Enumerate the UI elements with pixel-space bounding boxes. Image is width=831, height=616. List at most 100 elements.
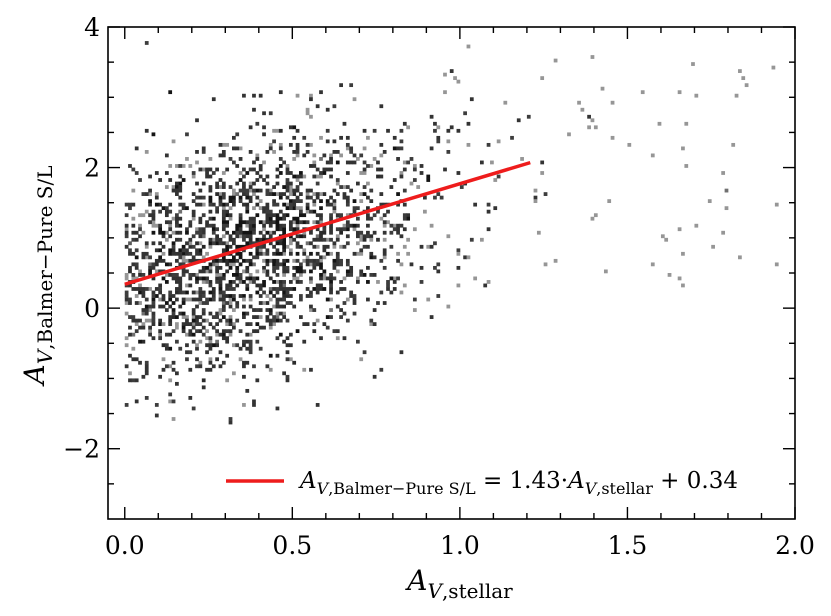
hist-bin — [124, 311, 129, 316]
hist-bin — [225, 322, 230, 327]
hist-bin — [399, 139, 404, 144]
hist-bin — [188, 244, 193, 249]
hist-bin — [412, 227, 417, 232]
hist-bin — [201, 280, 206, 284]
hist-bin — [258, 325, 263, 330]
hist-bin — [315, 283, 320, 288]
hist-bin — [218, 202, 223, 207]
hist-bin — [154, 262, 159, 267]
hist-bin — [195, 357, 199, 362]
hist-bin — [278, 318, 283, 323]
hist-bin — [134, 248, 139, 253]
hist-bin — [402, 121, 407, 126]
hist-bin — [349, 290, 354, 295]
hist-bin — [305, 294, 310, 298]
hist-bin — [131, 287, 136, 291]
hist-bin — [429, 315, 434, 319]
hist-bin — [603, 269, 608, 274]
hist-bin — [168, 251, 173, 256]
hist-bin — [268, 220, 273, 225]
hist-bin — [188, 220, 193, 225]
hist-bin — [392, 280, 397, 284]
hist-bin — [329, 160, 333, 165]
hist-bin — [262, 160, 266, 165]
hist-bin — [195, 118, 199, 123]
hist-bin — [275, 174, 280, 179]
hist-bin — [198, 195, 203, 200]
hist-bin — [503, 100, 508, 105]
hist-bin — [232, 241, 236, 246]
hist-bin — [275, 280, 280, 284]
hist-bin — [201, 269, 206, 274]
hist-bin — [369, 273, 374, 277]
hist-bin — [248, 280, 253, 284]
hist-bin — [255, 213, 260, 218]
hist-bin — [486, 227, 491, 232]
hist-bin — [201, 325, 206, 330]
hist-bin — [201, 195, 206, 200]
hist-bin — [386, 128, 390, 133]
hist-bin — [329, 213, 333, 218]
hist-bin — [349, 188, 354, 193]
hist-bin — [185, 230, 189, 235]
hist-bin — [312, 199, 317, 204]
hist-bin — [265, 150, 270, 154]
hist-bin — [245, 265, 250, 270]
hist-bin — [319, 287, 323, 291]
hist-bin — [195, 304, 199, 309]
hist-bin — [158, 336, 163, 341]
hist-bin — [201, 332, 206, 337]
hist-bin — [486, 209, 491, 214]
hist-bin — [238, 234, 243, 239]
hist-bin — [319, 262, 323, 267]
hist-bin — [181, 258, 186, 263]
hist-bin — [168, 332, 173, 337]
hist-bin — [319, 213, 323, 218]
hist-bin — [175, 223, 179, 228]
hist-bin — [134, 230, 139, 235]
hist-bin — [232, 160, 236, 165]
hist-bin — [278, 332, 283, 337]
hist-bin — [268, 241, 273, 246]
hist-bin — [309, 269, 313, 274]
hist-bin — [322, 248, 327, 253]
hist-bin — [610, 135, 615, 140]
legend: AV,Balmer−Pure S/L = 1.43·AV,stellar + 0… — [226, 468, 738, 498]
hist-bin — [161, 258, 166, 263]
legend-label: AV,Balmer−Pure S/L = 1.43·AV,stellar + 0… — [298, 468, 738, 498]
hist-bin — [305, 322, 310, 327]
hist-bin — [335, 227, 340, 232]
hist-bin — [255, 276, 260, 281]
hist-bin — [128, 297, 132, 302]
hist-bin — [131, 202, 136, 207]
hist-bin — [215, 167, 219, 172]
hist-bin — [288, 301, 293, 305]
hist-bin — [124, 202, 129, 207]
hist-bin — [188, 237, 193, 242]
hist-bin — [201, 378, 206, 383]
hist-bin — [295, 280, 300, 284]
hist-bin — [466, 121, 471, 126]
hist-bin — [148, 332, 152, 337]
hist-bin — [141, 325, 146, 330]
hist-bin — [235, 146, 240, 151]
hist-bin — [272, 294, 276, 298]
hist-bin — [178, 230, 183, 235]
hist-bin — [278, 146, 283, 151]
hist-bin — [188, 283, 193, 288]
hist-bin — [359, 234, 364, 239]
hist-bin — [235, 244, 240, 249]
hist-bin — [463, 255, 467, 260]
hist-bin — [208, 174, 213, 179]
hist-bin — [221, 209, 226, 214]
hist-bin — [577, 100, 581, 105]
hist-bin — [151, 322, 156, 327]
hist-bin — [265, 220, 270, 225]
hist-bin — [275, 227, 280, 232]
hist-bin — [175, 258, 179, 263]
hist-bin — [302, 339, 307, 344]
hist-bin — [232, 237, 236, 242]
hist-bin — [278, 283, 283, 288]
hist-bin — [255, 255, 260, 260]
hist-bin — [299, 297, 303, 302]
